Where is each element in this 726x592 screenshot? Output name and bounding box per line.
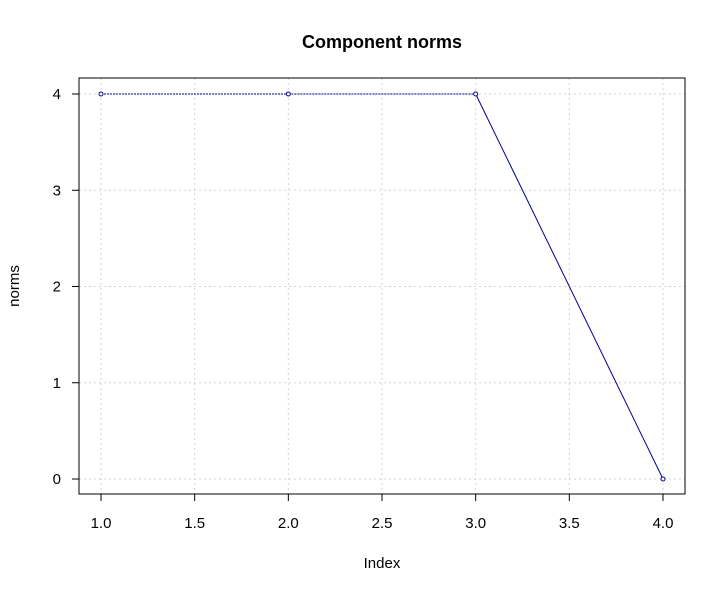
x-tick-label: 1.0 [91, 515, 112, 532]
y-tick-label: 1 [53, 375, 61, 392]
data-point [473, 91, 479, 97]
grid [79, 78, 685, 494]
series-group [98, 91, 666, 482]
y-tick-label: 3 [53, 182, 61, 199]
data-point [98, 91, 104, 97]
x-axis: 1.0 1.5 2.0 2.5 3.0 3.5 4.0 [91, 494, 674, 532]
y-tick-label: 0 [53, 471, 61, 488]
data-point [660, 476, 666, 482]
x-tick-label: 2.0 [278, 515, 299, 532]
y-tick-label: 2 [53, 279, 61, 296]
x-tick-label: 2.5 [372, 515, 393, 532]
data-point [285, 91, 291, 97]
x-axis-label: Index [364, 555, 401, 572]
chart-title: Component norms [302, 32, 462, 52]
y-axis: 0 1 2 3 4 [53, 86, 79, 488]
y-axis-label: norms [6, 265, 23, 307]
y-tick-label: 4 [53, 86, 61, 103]
series-line-segment [475, 93, 664, 480]
x-tick-label: 1.5 [184, 515, 205, 532]
x-tick-label: 3.0 [465, 515, 486, 532]
x-tick-label: 3.5 [559, 515, 580, 532]
x-tick-label: 4.0 [653, 515, 674, 532]
